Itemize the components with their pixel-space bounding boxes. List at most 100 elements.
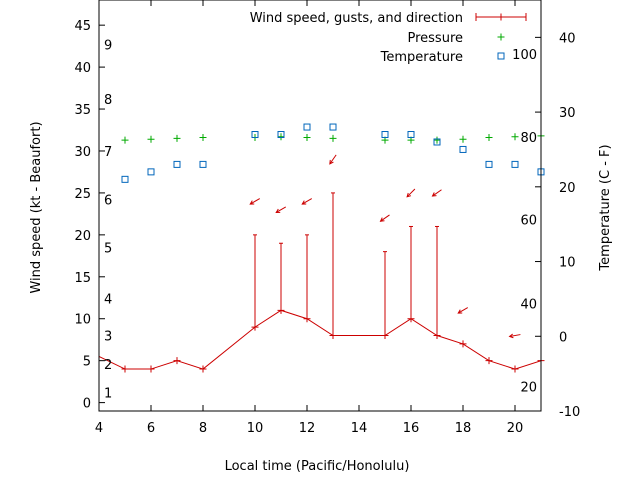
x-tick-label: 12: [299, 421, 316, 436]
direction-arrow-shaft: [457, 307, 469, 314]
beaufort-label: 6: [104, 194, 112, 209]
temperature-point: [381, 131, 389, 139]
fahrenheit-label: 60: [520, 214, 537, 229]
beaufort-label: 1: [104, 387, 112, 402]
wind-speed-point: [251, 323, 259, 331]
temperature-point: [433, 138, 441, 146]
x-tick-label: 16: [403, 421, 420, 436]
legend-swatch-temperature: [497, 52, 505, 60]
pressure-point: [173, 134, 181, 142]
direction-arrow-head: [431, 192, 437, 197]
direction-arrow: [329, 154, 337, 165]
temperature-point: [121, 175, 129, 183]
beaufort-label: 3: [104, 330, 112, 345]
legend-swatch-pressure: [497, 33, 505, 41]
pressure-point: [433, 136, 441, 144]
wind-speed-point: [199, 365, 207, 373]
temperature-point: [303, 123, 311, 131]
pressure-point: [511, 133, 519, 141]
direction-arrow: [431, 189, 442, 197]
wind-speed-point: [511, 365, 519, 373]
direction-arrow-head: [508, 333, 514, 339]
temperature-point: [485, 160, 493, 168]
direction-arrow-shaft: [432, 189, 442, 197]
fahrenheit-label: 100: [512, 48, 537, 63]
wind-speed-point: [277, 306, 285, 314]
pressure-point: [277, 133, 285, 141]
y-left-tick-label: 25: [74, 187, 91, 202]
direction-arrow: [508, 333, 521, 339]
y-left-axis-title: Wind speed (kt - Beaufort): [29, 121, 44, 293]
direction-arrow-shaft: [406, 188, 416, 198]
legend-label-wind: Wind speed, gusts, and direction: [250, 11, 463, 26]
plot-border: [98, 0, 542, 412]
wind-speed-line: [99, 309, 541, 370]
x-tick-label: 14: [351, 421, 368, 436]
y-left-tick-label: 15: [74, 271, 91, 286]
legend: Wind speed, gusts, and direction Pressure…: [250, 11, 527, 65]
direction-arrow-shaft: [329, 154, 337, 165]
temperature-point: [173, 160, 181, 168]
direction-arrow: [301, 198, 313, 205]
direction-arrow-shaft: [301, 198, 313, 205]
pressure-point: [147, 135, 155, 143]
temperature-point: [251, 131, 259, 139]
wind-speed-point: [303, 315, 311, 323]
y-right-tick-label: 0: [559, 330, 567, 345]
y-right-tick-label: 10: [559, 256, 576, 271]
fahrenheit-label: 40: [520, 297, 537, 312]
direction-arrow-head: [406, 192, 412, 198]
direction-arrow-head: [457, 309, 463, 314]
x-axis-title: Local time (Pacific/Honolulu): [225, 459, 410, 474]
wind-speed-point: [329, 332, 337, 340]
temperature-point: [459, 145, 467, 153]
wind-speed-point: [173, 357, 181, 365]
direction-arrow-head: [379, 217, 385, 222]
temperature-point: [199, 160, 207, 168]
beaufort-label: 7: [104, 145, 112, 160]
direction-arrow-head: [301, 200, 307, 205]
temperature-point: [329, 123, 337, 131]
wind-speed-point: [433, 332, 441, 340]
direction-arrow: [275, 206, 287, 213]
wind-speed-point: [121, 365, 129, 373]
legend-label-pressure: Pressure: [407, 31, 463, 46]
direction-arrow: [249, 198, 261, 205]
y-right-tick-label: 20: [559, 181, 576, 196]
y-right-tick-label: 40: [559, 31, 576, 46]
pressure-point: [303, 134, 311, 142]
direction-arrow: [457, 307, 469, 314]
fahrenheit-label: 80: [520, 131, 537, 146]
wind-speed-point: [147, 365, 155, 373]
temperature-point: [511, 160, 519, 168]
legend-label-temperature: Temperature: [380, 50, 463, 65]
x-tick-label: 6: [147, 421, 155, 436]
wind-speed-point: [407, 315, 415, 323]
direction-arrow: [379, 214, 390, 222]
y-left-tick-label: 10: [74, 313, 91, 328]
axes: 4 6 8 10 12 14 16 18 20051015202530354045-100102…: [29, 0, 613, 474]
y-left-tick-label: 35: [74, 103, 91, 118]
wind-speed-point: [485, 357, 493, 365]
direction-arrow-head: [275, 208, 281, 213]
x-tick-label: 20: [507, 421, 524, 436]
wind-speed-point: [459, 340, 467, 348]
x-tick-label: 8: [199, 421, 207, 436]
x-tick-label: 18: [455, 421, 472, 436]
direction-arrow: [406, 188, 416, 198]
wind-speed-point: [381, 332, 389, 340]
pressure-point: [329, 134, 337, 142]
pressure-point: [459, 135, 467, 143]
series-layer: [99, 123, 545, 373]
pressure-point: [485, 134, 493, 142]
temperature-point: [277, 131, 285, 139]
beaufort-label: 5: [104, 241, 112, 256]
beaufort-label: 4: [104, 293, 112, 308]
y-left-tick-label: 30: [74, 145, 91, 160]
y-right-tick-label: -10: [559, 405, 580, 420]
x-tick-label: 10: [247, 421, 264, 436]
direction-arrow-shaft: [509, 334, 521, 337]
y-left-tick-label: 5: [83, 355, 91, 370]
pressure-point: [199, 134, 207, 142]
y-right-axis-title: Temperature (C - F): [598, 144, 613, 271]
